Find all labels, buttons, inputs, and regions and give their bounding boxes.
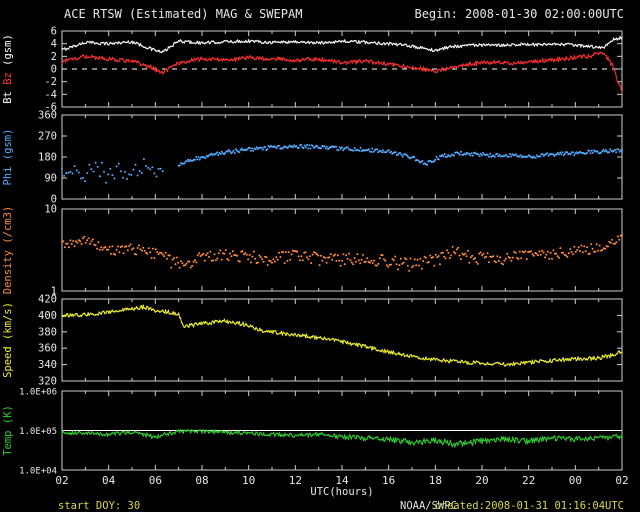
svg-text:-2: -2 xyxy=(44,76,57,88)
svg-text:20: 20 xyxy=(475,474,488,487)
svg-text:-4: -4 xyxy=(44,89,57,101)
svg-text:6: 6 xyxy=(51,26,57,38)
svg-text:18: 18 xyxy=(429,474,442,487)
svg-text:10: 10 xyxy=(44,204,57,216)
svg-text:360: 360 xyxy=(38,110,57,122)
x-axis-label: UTC(hours) xyxy=(310,486,374,498)
svg-text:02: 02 xyxy=(55,474,68,487)
svg-text:08: 08 xyxy=(195,474,208,487)
source-label: NOAA/SWPC xyxy=(400,500,457,512)
svg-text:Density (/cm3): Density (/cm3) xyxy=(2,206,14,295)
plot-title: ACE RTSW (Estimated) MAG & SWEPAM xyxy=(64,7,303,21)
svg-text:10: 10 xyxy=(242,474,255,487)
svg-text:16: 16 xyxy=(382,474,395,487)
svg-text:Bt Bz (gsm): Bt Bz (gsm) xyxy=(2,34,14,104)
svg-text:2: 2 xyxy=(51,51,57,63)
svg-text:380: 380 xyxy=(38,326,57,338)
svg-text:-6: -6 xyxy=(44,102,57,114)
svg-text:00: 00 xyxy=(569,474,582,487)
svg-text:270: 270 xyxy=(38,131,57,143)
svg-text:320: 320 xyxy=(38,376,57,388)
svg-text:1.0E+06: 1.0E+06 xyxy=(19,388,57,398)
svg-text:02: 02 xyxy=(615,474,628,487)
svg-text:1: 1 xyxy=(51,286,57,298)
svg-text:4: 4 xyxy=(51,38,57,50)
svg-text:360: 360 xyxy=(38,343,57,355)
svg-text:1.0E+04: 1.0E+04 xyxy=(19,467,57,477)
svg-text:Temp (K): Temp (K) xyxy=(2,405,14,456)
svg-text:0: 0 xyxy=(51,64,57,76)
svg-text:06: 06 xyxy=(149,474,162,487)
svg-text:420: 420 xyxy=(38,294,57,306)
svg-text:04: 04 xyxy=(102,474,116,487)
begin-timestamp: Begin: 2008-01-30 02:00:00UTC xyxy=(414,7,624,21)
svg-text:400: 400 xyxy=(38,310,57,322)
svg-text:340: 340 xyxy=(38,359,57,371)
svg-text:90: 90 xyxy=(44,173,57,185)
start-doy-label: start DOY: 30 xyxy=(58,500,141,512)
svg-text:Speed (km/s): Speed (km/s) xyxy=(2,302,14,378)
svg-text:22: 22 xyxy=(522,474,535,487)
svg-text:Phi (gsm): Phi (gsm) xyxy=(2,129,14,186)
svg-text:0: 0 xyxy=(51,194,57,206)
svg-text:14: 14 xyxy=(335,474,349,487)
svg-text:180: 180 xyxy=(38,152,57,164)
svg-text:12: 12 xyxy=(289,474,302,487)
svg-text:1.0E+05: 1.0E+05 xyxy=(19,427,57,437)
created-timestamp: created:2008-01-31 01:16:04UTC xyxy=(434,500,624,512)
